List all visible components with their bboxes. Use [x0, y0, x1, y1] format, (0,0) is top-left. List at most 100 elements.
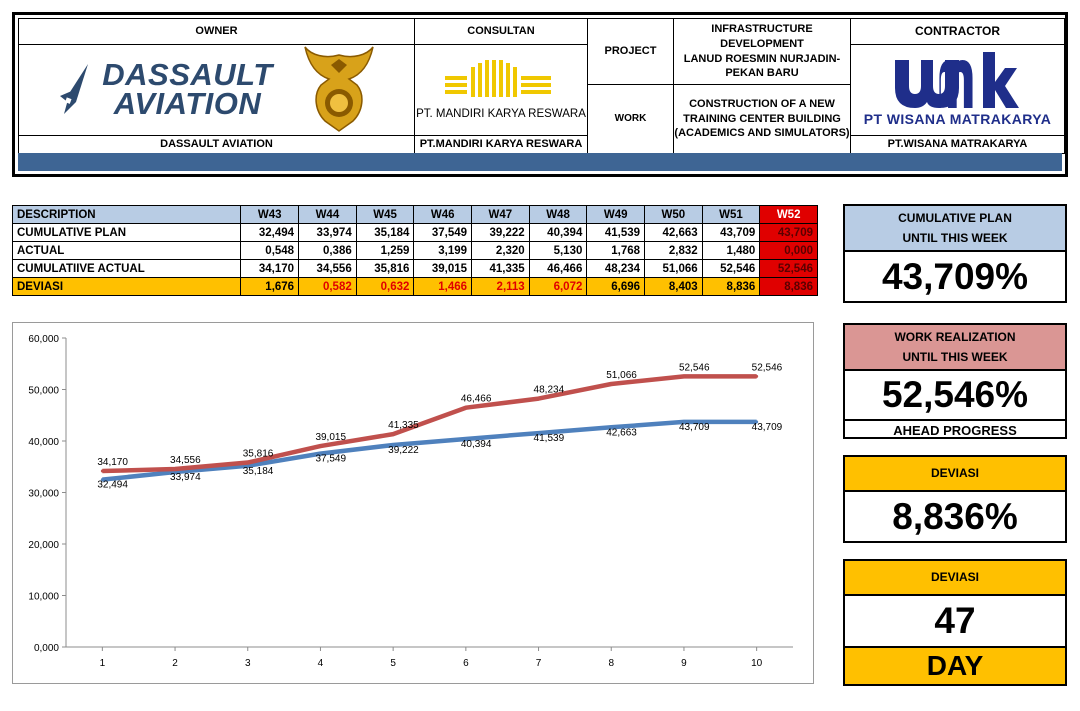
contractor-name-cell: PT.WISANA MATRAKARYA	[850, 135, 1065, 154]
consultant-name-cell: PT.MANDIRI KARYA RESWARA	[414, 135, 588, 154]
data-point	[464, 437, 468, 441]
consultant-logo-text: PT. MANDIRI KARYA RESWARA	[416, 108, 586, 121]
table-cell: 0,386	[298, 241, 357, 260]
series-line-0	[102, 419, 757, 482]
data-label: 33,974	[170, 472, 201, 483]
deviasi-day-value: 47	[845, 594, 1065, 646]
contractor-logo-cell: PT WISANA MATRAKARYA	[850, 44, 1065, 136]
data-label: 39,222	[388, 445, 419, 456]
table-cell: 48,234	[586, 259, 646, 278]
contractor-label-cell: CONTRACTOR	[850, 18, 1065, 45]
table-cell: 1,480	[701, 241, 761, 260]
work-realization-title: WORK REALIZATION	[894, 330, 1016, 344]
data-label: 34,170	[97, 457, 128, 468]
consultant-label-cell: CONSULTAN	[414, 18, 588, 45]
data-label: 41,539	[534, 433, 565, 444]
data-label: 40,394	[461, 439, 492, 450]
table-cell: 8,836	[701, 277, 761, 296]
owner-logo-line1: DASSAULT	[102, 57, 273, 93]
y-tick-label: 20,000	[28, 540, 59, 551]
y-tick-label: 10,000	[28, 592, 59, 603]
table-row-deviasi: DEVIASI 1,676 0,582 0,632 1,466 2,113 6,…	[11, 277, 818, 296]
x-tick-label: 2	[172, 658, 178, 669]
header-band	[18, 153, 1062, 171]
table-cell: 33,974	[298, 223, 357, 242]
table-cell: 41,335	[471, 259, 530, 278]
data-point	[391, 432, 395, 436]
cumulative-plan-header: CUMULATIVE PLAN UNTIL THIS WEEK	[845, 206, 1065, 250]
project-line3: PEKAN BARU	[725, 67, 799, 80]
work-realization-header: WORK REALIZATION UNTIL THIS WEEK	[845, 325, 1065, 369]
x-tick-label: 10	[751, 658, 763, 669]
table-cell: 0,632	[355, 277, 415, 296]
deviasi-day-panel: DEVIASI 47 DAY	[843, 559, 1067, 686]
dassault-logo-icon	[60, 64, 89, 114]
table-cell: 34,556	[298, 259, 357, 278]
consultant-name: PT.MANDIRI KARYA RESWARA	[419, 138, 583, 151]
deviasi-title: DEVIASI	[845, 457, 1065, 490]
data-label: 46,466	[461, 394, 492, 405]
row-label: CUMULATIIVE ACTUAL	[11, 259, 242, 278]
table-cell: 32,494	[240, 223, 300, 242]
table-row: ACTUAL 0,548 0,386 1,259 3,199 2,320 5,1…	[11, 241, 818, 260]
work-value-cell: CONSTRUCTION OF A NEW TRAINING CENTER BU…	[673, 84, 851, 154]
consultant-logo-icon	[445, 60, 551, 98]
owner-logo-line2: AVIATION	[113, 86, 262, 121]
project-line1: INFRASTRUCTURE DEVELOPMENT	[711, 22, 813, 50]
row-label: CUMULATIVE PLAN	[11, 223, 242, 242]
data-label: 35,184	[243, 466, 274, 477]
cumulative-plan-subtitle: UNTIL THIS WEEK	[902, 231, 1008, 245]
contractor-label: CONTRACTOR	[914, 24, 1001, 39]
owner-logo-cell: DASSAULT AVIATION	[18, 44, 415, 136]
owner-label-cell: OWNER	[18, 18, 415, 45]
cumulative-plan-title: CUMULATIVE PLAN	[898, 211, 1012, 225]
table-cell: 52,546	[701, 259, 761, 278]
data-label: 39,015	[315, 432, 346, 443]
owner-label: OWNER	[195, 25, 238, 38]
data-point	[682, 420, 686, 424]
table-cell: 39,015	[413, 259, 473, 278]
table-cell: 41,539	[586, 223, 646, 242]
x-tick-label: 1	[100, 658, 106, 669]
cumulative-plan-value: 43,709%	[845, 250, 1065, 302]
x-tick-label: 5	[390, 658, 396, 669]
x-tick-label: 4	[318, 658, 324, 669]
table-cell: 34,170	[240, 259, 300, 278]
table-cell: 3,199	[413, 241, 473, 260]
week-header-current: W52	[759, 205, 818, 224]
row-label: DEVIASI	[11, 277, 242, 296]
data-label: 52,546	[679, 362, 710, 373]
y-tick-label: 30,000	[28, 489, 59, 500]
work-realization-panel: WORK REALIZATION UNTIL THIS WEEK 52,546%…	[843, 323, 1067, 439]
data-label: 43,709	[679, 422, 710, 433]
x-tick-label: 8	[608, 658, 614, 669]
data-point	[318, 452, 322, 456]
deviasi-panel: DEVIASI 8,836%	[843, 455, 1067, 543]
data-point	[318, 444, 322, 448]
progress-table: DESCRIPTION W43 W44 W45 W46 W47 W48 W49 …	[11, 205, 818, 296]
wmk-logo-icon	[894, 51, 1019, 108]
progress-chart: 0,000 10,000 20,000 30,000 40,000 50,000 60,00…	[12, 322, 814, 684]
table-cell: 1,768	[586, 241, 646, 260]
data-point	[100, 478, 104, 482]
progress-chart-svg: 0,000 10,000 20,000 30,000 40,000 50,000 60,00…	[28, 334, 793, 669]
table-cell: 2,113	[471, 277, 530, 296]
table-cell: 0,548	[240, 241, 300, 260]
table-cell-current: 8,836	[759, 277, 818, 296]
work-realization-subtitle: UNTIL THIS WEEK	[902, 350, 1008, 364]
contractor-logo-text: PT WISANA MATRAKARYA	[863, 110, 1052, 127]
data-point	[246, 464, 250, 468]
consultant-label: CONSULTAN	[467, 25, 535, 38]
data-point	[537, 397, 541, 401]
table-cell: 51,066	[644, 259, 703, 278]
y-tick-label: 60,000	[28, 334, 59, 345]
deviasi-value: 8,836%	[845, 490, 1065, 542]
table-cell: 1,466	[413, 277, 473, 296]
table-cell: 6,072	[528, 277, 588, 296]
table-cell: 0,582	[298, 277, 357, 296]
week-header: W43	[240, 205, 300, 224]
air-force-emblem-icon	[304, 46, 374, 132]
table-cell-current: 52,546	[759, 259, 818, 278]
table-header-row: DESCRIPTION W43 W44 W45 W46 W47 W48 W49 …	[11, 205, 818, 224]
table-cell: 1,259	[355, 241, 415, 260]
